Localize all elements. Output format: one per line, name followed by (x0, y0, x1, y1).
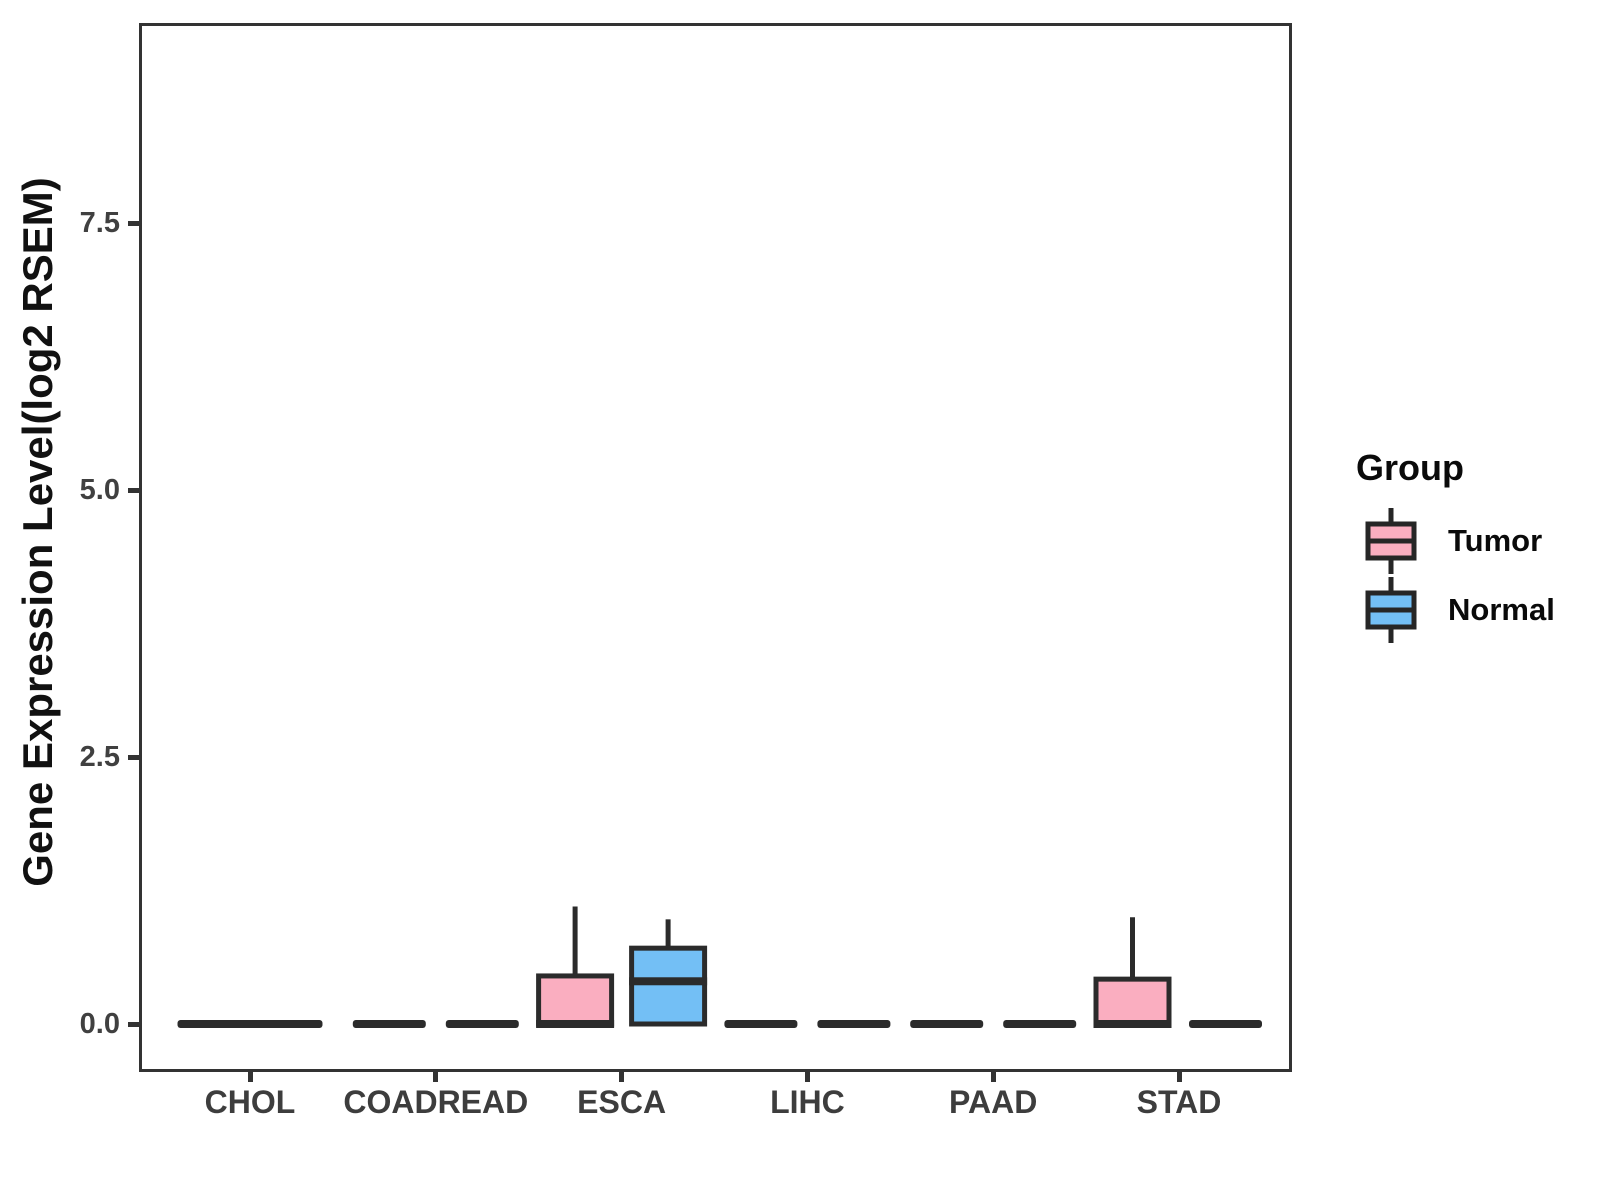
x-tick-mark (433, 1072, 439, 1082)
legend: Group Tumor Normal (1356, 446, 1555, 643)
plot-panel (139, 23, 1292, 1072)
y-tick-mark (128, 1021, 139, 1027)
legend-title: Group (1356, 447, 1464, 488)
x-tick-label-esca: ESCA (577, 1084, 667, 1120)
y-tick-label: 0.0 (79, 1008, 120, 1040)
x-tick-label-stad: STAD (1136, 1084, 1222, 1120)
y-tick-mark (128, 754, 139, 760)
x-tick-label-chol: CHOL (204, 1084, 296, 1120)
x-tick-label-lihc: LIHC (770, 1084, 845, 1120)
legend-label-normal: Normal (1448, 592, 1555, 627)
boxplot-key-icon (1365, 508, 1417, 574)
legend-label-tumor: Tumor (1448, 523, 1543, 558)
x-tick-label-paad: PAAD (949, 1084, 1038, 1120)
x-tick-mark (1176, 1072, 1182, 1082)
y-axis-title: Gene Expression Level(log2 RSEM) (14, 177, 61, 887)
y-tick-mark (128, 220, 139, 226)
x-tick-mark (990, 1072, 996, 1082)
boxplot-key-icon (1365, 577, 1417, 643)
y-tick-label: 2.5 (79, 741, 120, 773)
y-tick-mark (128, 487, 139, 493)
x-tick-mark (804, 1072, 810, 1082)
x-tick-mark (247, 1072, 253, 1082)
x-tick-mark (619, 1072, 625, 1082)
legend-item-tumor: Tumor (1364, 506, 1542, 576)
x-tick-label-coadread: COADREAD (343, 1084, 529, 1120)
y-tick-label: 7.5 (79, 207, 120, 239)
legend-item-normal: Normal (1364, 575, 1555, 645)
y-tick-label: 5.0 (79, 474, 120, 506)
